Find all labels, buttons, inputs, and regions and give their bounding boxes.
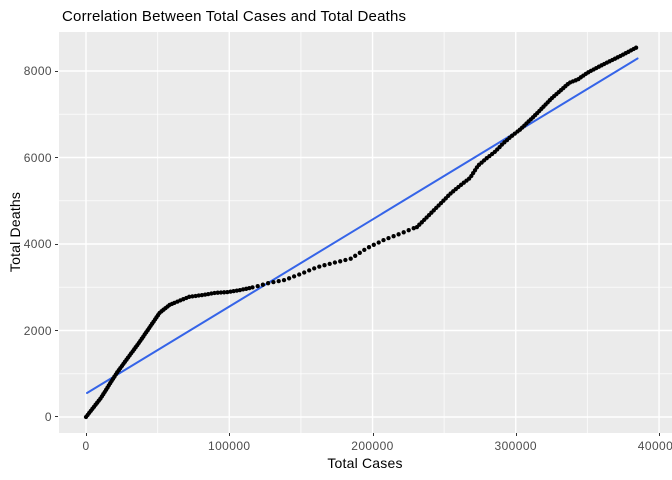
data-point bbox=[376, 240, 381, 245]
y-tick-label: 6000 bbox=[23, 150, 52, 165]
plot-canvas bbox=[59, 32, 672, 433]
data-point bbox=[338, 259, 343, 264]
data-point bbox=[250, 285, 255, 290]
data-point bbox=[271, 279, 276, 285]
x-axis-title: Total Cases bbox=[327, 455, 403, 471]
data-point bbox=[190, 294, 195, 299]
data-point bbox=[357, 250, 362, 255]
y-tick-label: 2000 bbox=[23, 323, 52, 338]
data-point bbox=[297, 272, 302, 277]
data-point bbox=[291, 274, 297, 279]
x-tick-mark bbox=[515, 433, 517, 436]
x-tick-label: 200000 bbox=[351, 439, 394, 453]
x-tick-mark bbox=[659, 433, 661, 436]
data-point bbox=[286, 276, 292, 281]
data-point bbox=[231, 288, 236, 294]
data-point bbox=[348, 256, 353, 261]
data-point bbox=[265, 281, 271, 286]
data-point bbox=[196, 293, 201, 298]
x-tick-label: 300000 bbox=[494, 439, 537, 453]
y-tick-label: 0 bbox=[44, 409, 52, 424]
y-tick-mark bbox=[55, 330, 58, 331]
data-point bbox=[221, 290, 227, 295]
data-point bbox=[206, 291, 211, 297]
data-point bbox=[276, 278, 281, 284]
data-point bbox=[396, 232, 401, 237]
data-point bbox=[401, 230, 406, 235]
data-point bbox=[317, 264, 322, 269]
data-point bbox=[312, 266, 317, 271]
data-point bbox=[327, 261, 332, 267]
y-tick-mark bbox=[55, 243, 58, 245]
data-point bbox=[343, 257, 348, 263]
data-point bbox=[215, 290, 220, 295]
y-tick-mark bbox=[55, 416, 58, 418]
y-tick-mark bbox=[55, 157, 58, 158]
data-point bbox=[366, 245, 372, 250]
data-point bbox=[406, 228, 411, 233]
data-point bbox=[199, 292, 205, 298]
data-point bbox=[362, 247, 367, 253]
data-point bbox=[255, 283, 260, 289]
data-point bbox=[386, 235, 391, 241]
data-point bbox=[212, 290, 217, 296]
data-point bbox=[247, 285, 252, 291]
data-point bbox=[391, 234, 396, 239]
data-point bbox=[322, 263, 327, 268]
plot-panel bbox=[59, 32, 672, 433]
data-point bbox=[633, 45, 639, 50]
regression-line bbox=[86, 57, 639, 394]
data-point bbox=[307, 268, 312, 273]
x-tick-mark bbox=[372, 433, 374, 436]
chart-title: Correlation Between Total Cases and Tota… bbox=[62, 8, 407, 25]
data-point bbox=[237, 287, 243, 293]
data-point bbox=[332, 260, 338, 265]
data-point bbox=[260, 282, 266, 287]
y-axis-title: Total Deaths bbox=[7, 191, 23, 273]
data-point bbox=[371, 242, 376, 247]
data-point bbox=[218, 290, 224, 295]
y-tick-label: 8000 bbox=[23, 64, 52, 78]
data-point bbox=[281, 277, 287, 283]
data-point bbox=[302, 270, 307, 275]
data-point bbox=[187, 294, 192, 299]
y-tick-mark bbox=[55, 70, 58, 72]
x-tick-label: 100000 bbox=[208, 439, 251, 453]
y-tick-label: 4000 bbox=[23, 237, 52, 251]
data-point bbox=[381, 237, 386, 243]
data-point bbox=[353, 253, 358, 258]
data-point bbox=[225, 289, 230, 295]
x-tick-mark bbox=[86, 433, 87, 436]
x-tick-mark bbox=[229, 433, 231, 436]
x-tick-label: 0 bbox=[82, 439, 90, 453]
